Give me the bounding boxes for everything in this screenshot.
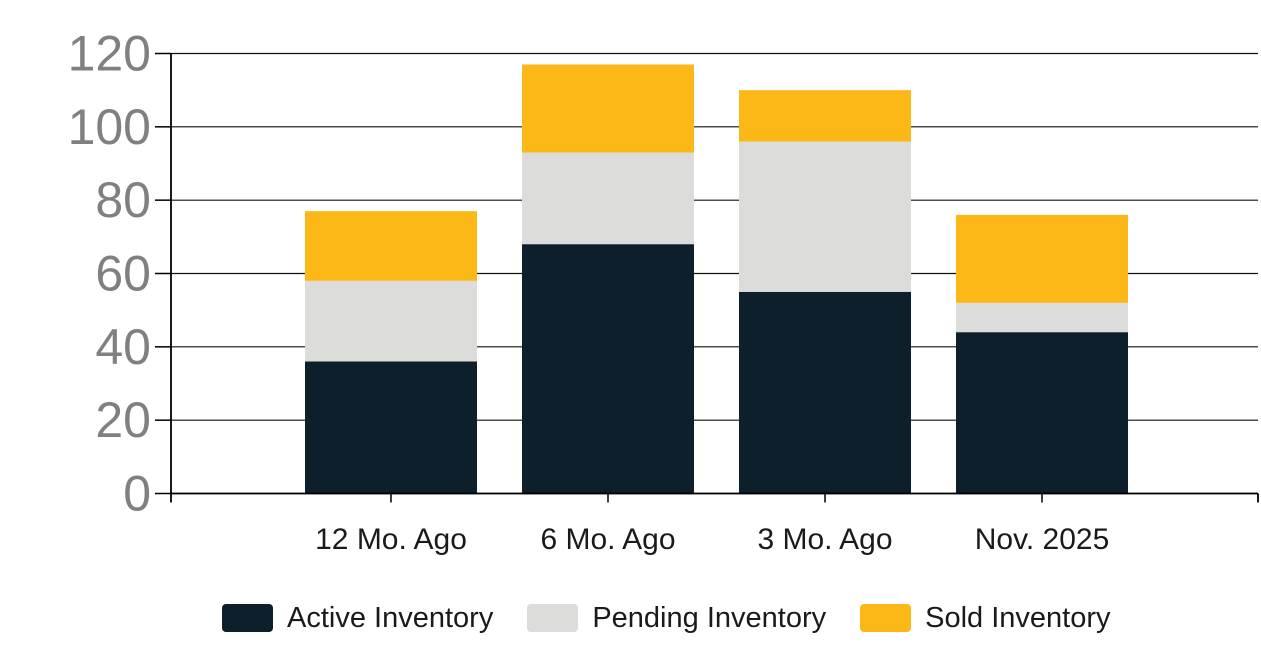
bar-segment-sold-inventory-1: [305, 211, 477, 281]
bar-segment-pending-inventory-1: [305, 280, 477, 362]
y-tick-label: 40: [95, 319, 151, 375]
legend-swatch-sold-inventory: [860, 604, 912, 632]
bar-segment-active-inventory-1: [305, 361, 477, 494]
bar-segment-active-inventory-2: [522, 244, 694, 494]
bar-segment-sold-inventory-3: [739, 90, 911, 142]
y-tick-label: 80: [95, 172, 151, 228]
y-tick-label: 100: [68, 99, 151, 155]
legend-item-pending-inventory: Pending Inventory: [527, 601, 826, 635]
legend-label-active-inventory: Active Inventory: [287, 602, 494, 634]
legend-item-active-inventory: Active Inventory: [222, 601, 493, 635]
y-tick-label: 20: [95, 392, 151, 448]
x-axis-label: Nov. 2025: [975, 523, 1110, 556]
bar-segment-active-inventory-4: [956, 332, 1128, 494]
y-tick-label: 0: [123, 466, 151, 522]
legend-item-sold-inventory: Sold Inventory: [860, 601, 1111, 635]
legend-label-sold-inventory: Sold Inventory: [925, 602, 1111, 634]
chart-legend: Active Inventory Pending Inventory Sold …: [222, 601, 1111, 635]
legend-label-pending-inventory: Pending Inventory: [592, 602, 827, 634]
x-axis-label: 3 Mo. Ago: [757, 523, 892, 556]
bar-segment-pending-inventory-2: [522, 152, 694, 245]
bar-segment-active-inventory-3: [739, 291, 911, 494]
bar-segment-pending-inventory-3: [739, 141, 911, 292]
x-axis-label: 12 Mo. Ago: [315, 523, 467, 556]
y-tick-label: 60: [95, 246, 151, 302]
bar-segment-sold-inventory-4: [956, 214, 1128, 303]
bar-segment-pending-inventory-4: [956, 302, 1128, 333]
y-tick-label: 120: [68, 26, 151, 82]
bar-segment-sold-inventory-2: [522, 64, 694, 153]
x-axis-label: 6 Mo. Ago: [540, 523, 675, 556]
legend-swatch-pending-inventory: [527, 604, 579, 632]
legend-swatch-active-inventory: [222, 604, 273, 632]
